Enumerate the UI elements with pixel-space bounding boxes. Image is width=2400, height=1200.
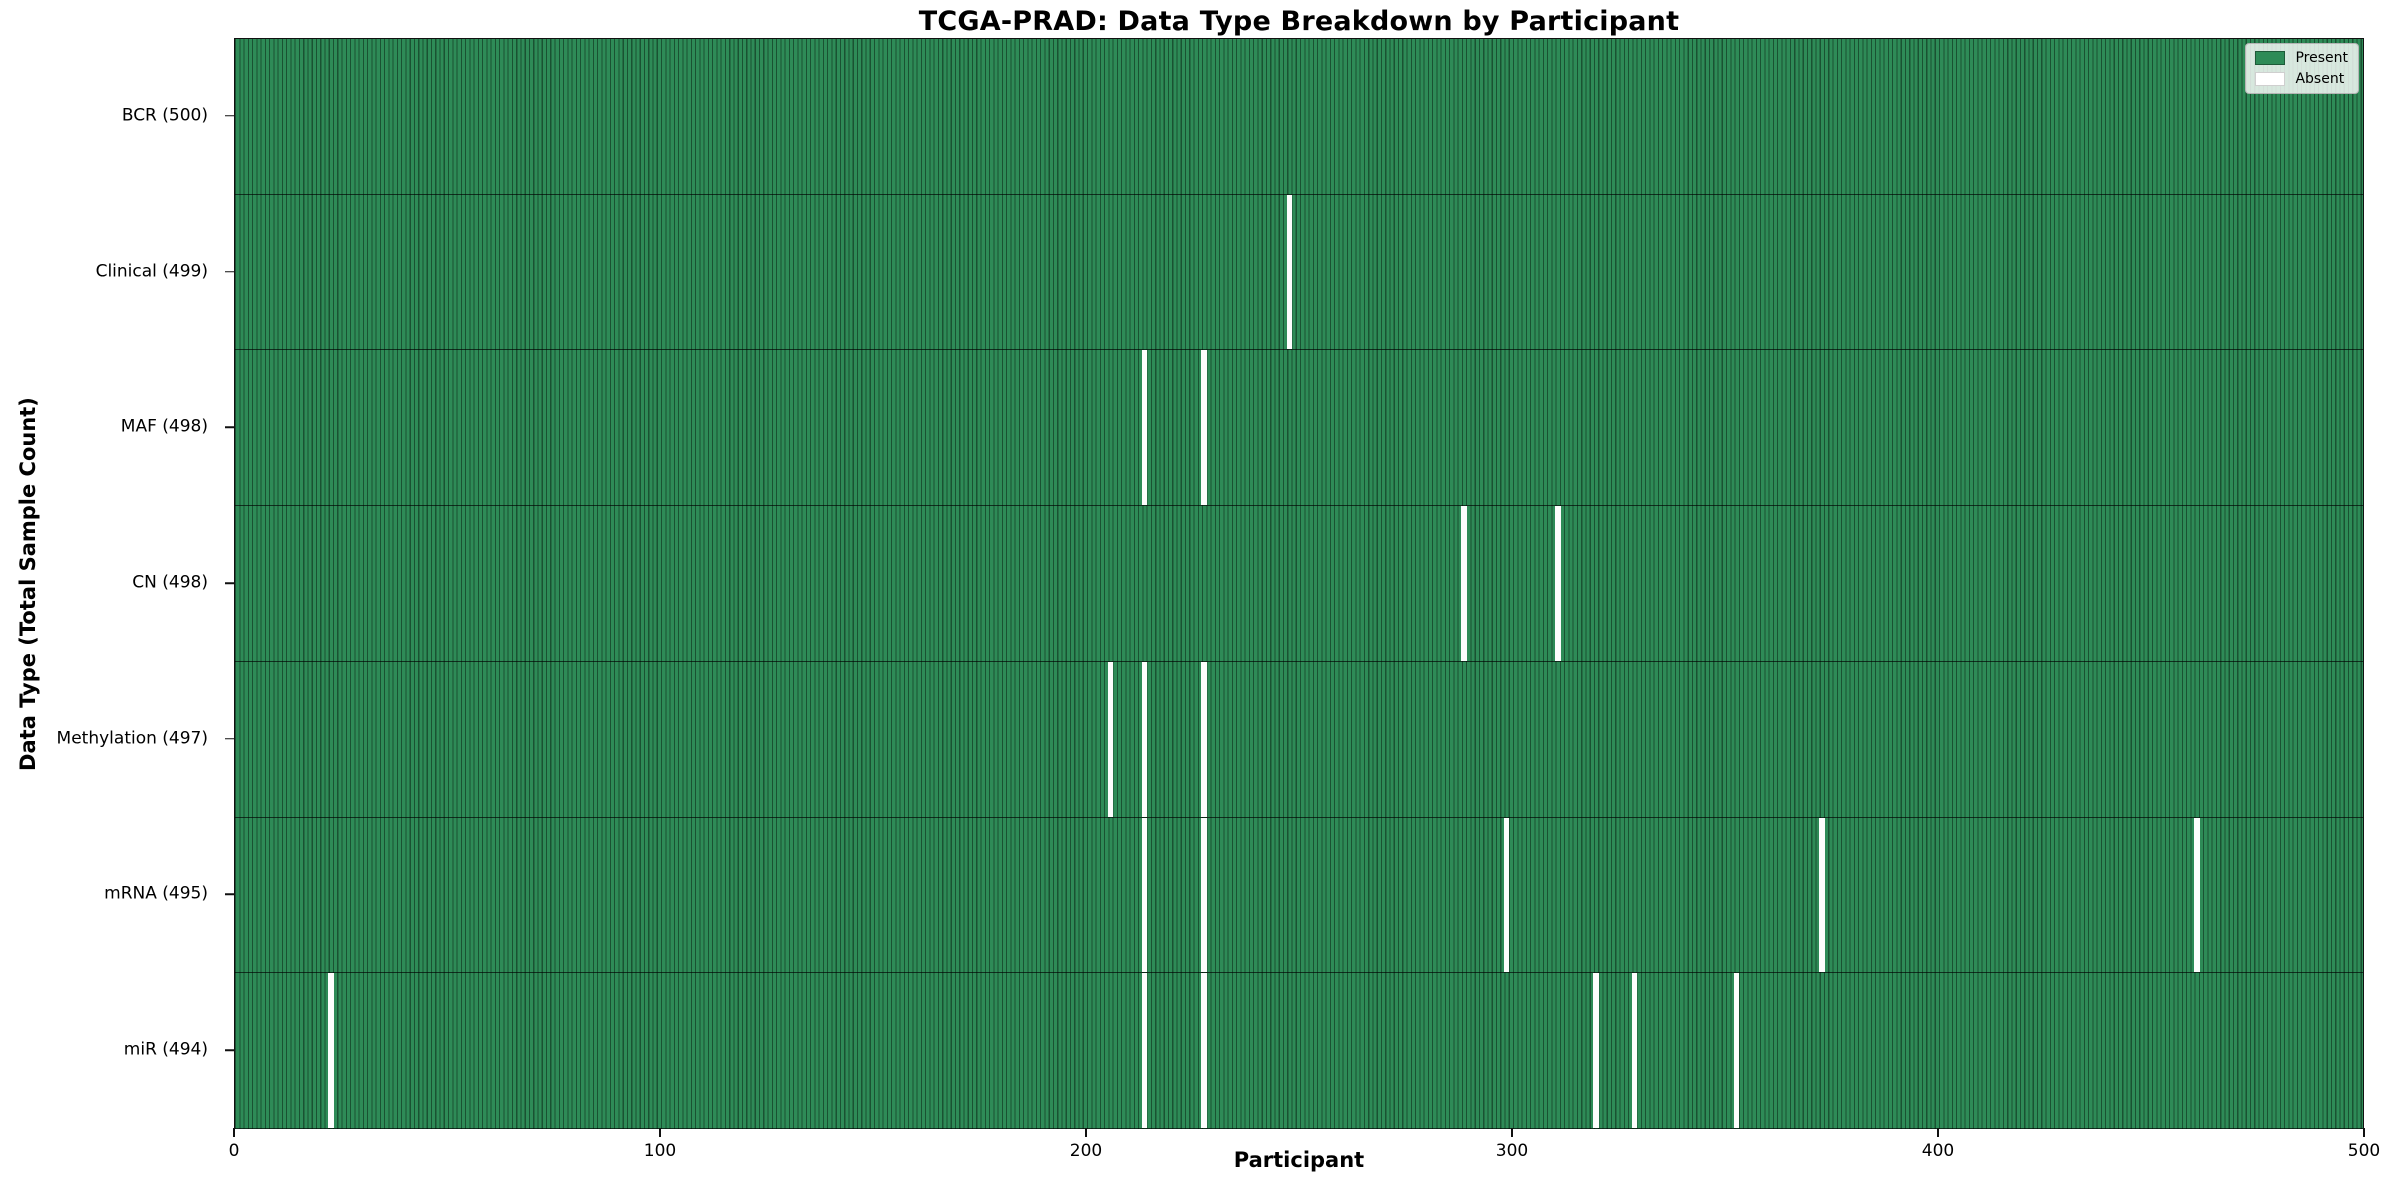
absent-gap <box>1733 973 1740 1128</box>
absent-gap <box>1201 817 1207 973</box>
absent-gap <box>1141 817 1148 973</box>
legend-label-absent: Absent <box>2295 71 2345 87</box>
row-maf <box>235 350 2363 507</box>
xtick-label-0: 0 <box>228 1141 240 1161</box>
ytick-mark <box>225 582 234 584</box>
row-mir <box>235 973 2363 1129</box>
ytick-label-mir: miR (494) <box>123 1039 208 1060</box>
ytick-mark <box>225 426 234 429</box>
xtick-mark <box>1085 1128 1087 1137</box>
absent-gap <box>1141 973 1148 1128</box>
xtick-label-100: 100 <box>643 1141 677 1161</box>
legend-swatch-present <box>2255 51 2286 65</box>
xtick-label-200: 200 <box>1069 1141 1103 1161</box>
absent-gap <box>1503 817 1510 973</box>
legend-entry-absent: Absent <box>2255 72 2348 86</box>
xtick-mark <box>1937 1128 1939 1137</box>
xtick-label-400: 400 <box>1921 1141 1955 1161</box>
absent-gap <box>1461 506 1467 661</box>
absent-gap <box>1141 661 1148 817</box>
row-clinical <box>235 194 2363 351</box>
absent-gap <box>2194 817 2200 973</box>
absent-gap <box>1286 194 1293 350</box>
absent-gap <box>1201 661 1207 817</box>
ytick-mark <box>225 270 234 273</box>
absent-gap <box>1201 973 1207 1128</box>
row-methylation <box>235 661 2363 818</box>
absent-gap <box>1201 350 1207 506</box>
absent-gap <box>1819 817 1825 973</box>
absent-gap <box>1555 506 1561 661</box>
ytick-mark <box>225 737 234 740</box>
row-bcr <box>235 39 2363 195</box>
xtick-mark <box>233 1128 235 1137</box>
xtick-mark <box>2363 1128 2365 1137</box>
ytick-label-cn: CN (498) <box>132 572 208 593</box>
xtick-mark <box>659 1128 661 1137</box>
xtick-label-500: 500 <box>2347 1141 2381 1161</box>
ytick-label-mrna: mRNA (495) <box>104 883 208 904</box>
ytick-label-clinical: Clinical (499) <box>95 261 208 282</box>
legend-entry-present: Present <box>2255 51 2348 65</box>
absent-gap <box>1107 661 1114 817</box>
ytick-label-methylation: Methylation (497) <box>56 728 208 749</box>
absent-gap <box>328 973 334 1128</box>
xtick-label-300: 300 <box>1495 1141 1529 1161</box>
legend: Present Absent <box>2245 43 2359 94</box>
absent-gap <box>1593 973 1599 1128</box>
ytick-label-maf: MAF (498) <box>120 416 208 437</box>
row-cn <box>235 506 2363 662</box>
row-mrna <box>235 817 2363 974</box>
ytick-mark <box>225 115 234 117</box>
absent-gap <box>1631 973 1638 1128</box>
legend-swatch-absent <box>2255 72 2286 86</box>
plot-area: Present Absent <box>234 38 2364 1129</box>
xtick-mark <box>1511 1128 1513 1137</box>
chart-title: TCGA-PRAD: Data Type Breakdown by Partic… <box>918 6 1680 37</box>
legend-label-present: Present <box>2295 50 2348 66</box>
ytick-label-bcr: BCR (500) <box>121 105 208 126</box>
ytick-mark <box>225 893 234 896</box>
x-axis-title: Participant <box>1233 1148 1365 1172</box>
ytick-mark <box>225 1049 234 1051</box>
absent-gap <box>1141 350 1148 506</box>
